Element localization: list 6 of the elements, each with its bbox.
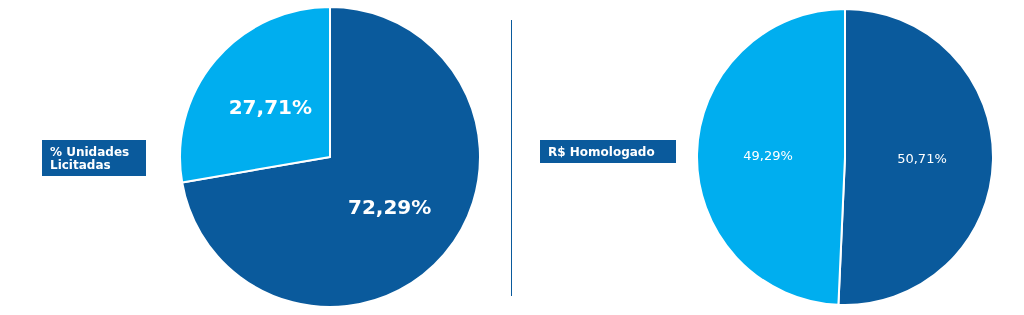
text: R$ Homologado [548, 144, 655, 159]
text: % Unidades Licitadas [50, 144, 134, 172]
data-label: 27,71% [228, 94, 313, 119]
data-label: 49,29% [743, 147, 793, 163]
data-label: 72,29% [347, 195, 432, 220]
data-label: 50,71% [897, 151, 947, 167]
